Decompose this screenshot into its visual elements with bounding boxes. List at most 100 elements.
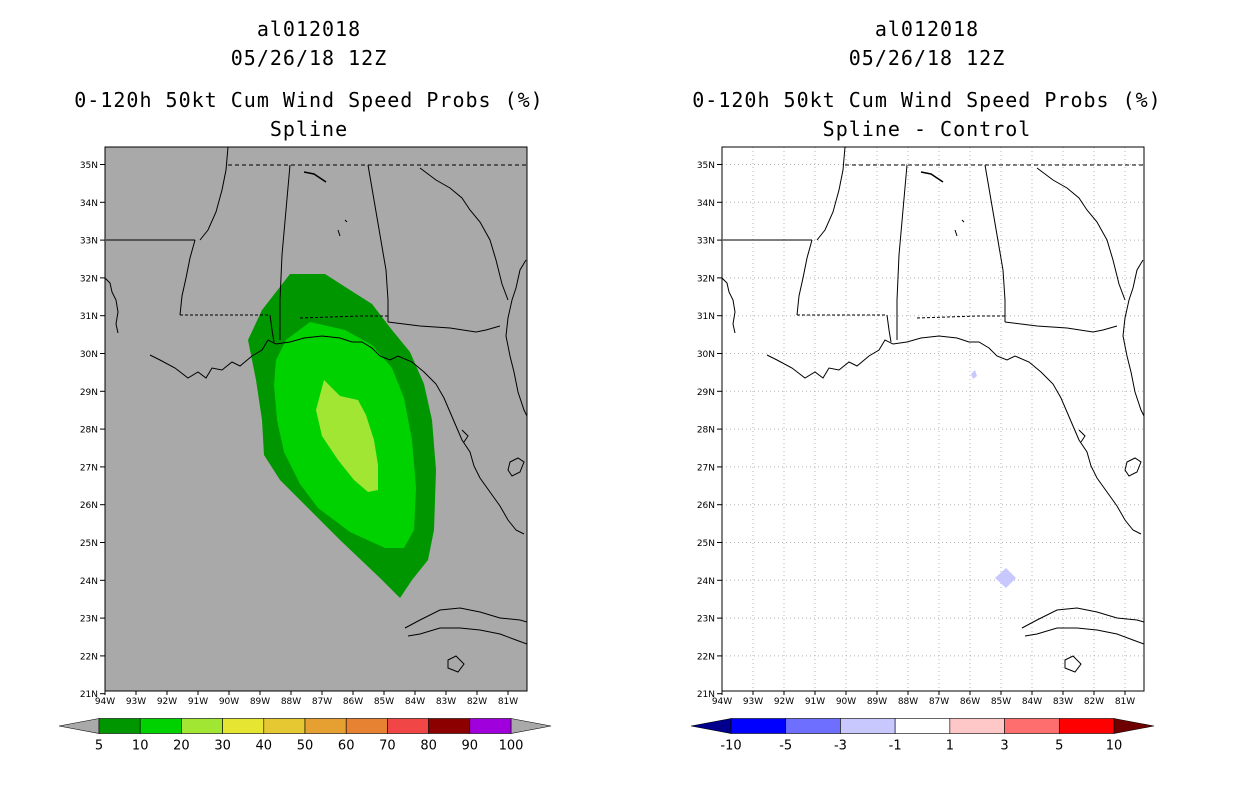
colorbar-swatch <box>263 718 306 734</box>
colorbar-tick-label: 80 <box>420 739 437 754</box>
lon-label: 88W <box>898 697 918 707</box>
colorbar-tick-label: 20 <box>173 739 190 754</box>
lon-label: 84W <box>1022 697 1042 707</box>
right-datetime: 05/26/18 12Z <box>848 46 1006 70</box>
colorbar-swatch <box>1004 718 1060 734</box>
lat-label: 30N <box>697 350 715 360</box>
colorbar-tick-label: 10 <box>132 739 149 754</box>
lat-label: 31N <box>80 312 98 322</box>
lon-label: 92W <box>157 697 177 707</box>
lat-label: 21N <box>80 690 98 700</box>
colorbar-tick-label: 60 <box>338 739 355 754</box>
lon-label: 93W <box>126 697 146 707</box>
colorbar-tick-label: 5 <box>95 739 103 754</box>
lat-label: 33N <box>80 237 98 247</box>
colorbar-swatch <box>730 718 787 734</box>
lon-label: 84W <box>405 697 425 707</box>
left-map-panel: 35N 34N 33N 32N 31N 30N 29N 28N 27N 26N 25N 24N 23N 2… <box>80 146 528 707</box>
left-colorbar: 5 10 20 30 40 50 60 70 80 90 100 <box>58 718 552 754</box>
colorbar-swatch <box>1058 718 1115 734</box>
left-subtitle: Spline <box>269 117 349 141</box>
colorbar-end-left <box>690 718 732 734</box>
right-subtitle: Spline - Control <box>822 117 1032 141</box>
right-product-title: 0-120h 50kt Cum Wind Speed Probs (%) <box>692 88 1162 112</box>
colorbar-tick-label: 5 <box>1055 739 1063 754</box>
colorbar-tick-label: 30 <box>214 739 231 754</box>
colorbar-tick-label: 100 <box>499 739 524 754</box>
right-title-block: al012018 05/26/18 12Z 0-120h 50kt Cum Wi… <box>682 15 1172 144</box>
colorbar-tick-label: -10 <box>720 739 741 754</box>
left-product-title: 0-120h 50kt Cum Wind Speed Probs (%) <box>74 88 544 112</box>
lon-label: 82W <box>1084 697 1104 707</box>
lon-label: 87W <box>312 697 332 707</box>
colorbar-tick-label: 90 <box>462 739 479 754</box>
colorbar-tick-label: 70 <box>379 739 396 754</box>
lon-label: 89W <box>250 697 270 707</box>
right-map-background <box>722 147 1144 691</box>
colorbar-tick-label: 1 <box>946 739 954 754</box>
lon-label: 90W <box>219 697 239 707</box>
lon-label: 85W <box>374 697 394 707</box>
colorbar-end-right <box>510 718 552 734</box>
lat-label: 30N <box>80 350 98 360</box>
prob-contour-20 <box>316 380 378 492</box>
colorbar-swatch <box>428 718 471 734</box>
lat-label: 27N <box>697 463 715 473</box>
lat-label: 32N <box>697 274 715 284</box>
colorbar-tick-label: 3 <box>1000 739 1008 754</box>
lon-label: 86W <box>960 697 980 707</box>
lat-label: 28N <box>80 426 98 436</box>
lon-label: 81W <box>1115 697 1135 707</box>
lon-label: 94W <box>712 697 732 707</box>
lat-label: 24N <box>697 577 715 587</box>
colorbar-tick-label: 10 <box>1106 739 1123 754</box>
lat-label: 24N <box>80 577 98 587</box>
lon-label: 83W <box>436 697 456 707</box>
lat-label: 35N <box>80 161 98 171</box>
lat-label: 23N <box>697 615 715 625</box>
lat-label: 23N <box>80 615 98 625</box>
colorbar-swatch <box>785 718 841 734</box>
lon-label: 91W <box>805 697 825 707</box>
lon-label: 82W <box>467 697 487 707</box>
right-storm-id: al012018 <box>874 17 980 41</box>
left-map-frame <box>104 146 528 692</box>
colorbar-swatch <box>98 718 141 734</box>
left-datetime: 05/26/18 12Z <box>230 46 388 70</box>
left-storm-id: al012018 <box>256 17 362 41</box>
lat-label: 21N <box>697 690 715 700</box>
lon-label: 87W <box>929 697 949 707</box>
lon-label: 93W <box>743 697 763 707</box>
lat-label: 33N <box>697 237 715 247</box>
colorbar-swatch <box>949 718 1005 734</box>
colorbar-swatch <box>222 718 265 734</box>
right-map-panel: 35N 34N 33N 32N 31N 30N 29N 28N 27N 26N 25N 24N 23N 2… <box>697 146 1145 707</box>
colorbar-swatch <box>469 718 512 734</box>
lat-label: 26N <box>80 501 98 511</box>
lon-label: 91W <box>188 697 208 707</box>
lon-label: 90W <box>836 697 856 707</box>
lat-label: 34N <box>80 199 98 209</box>
colorbar-tick-label: 40 <box>256 739 273 754</box>
colorbar-tick-label: -5 <box>779 739 792 754</box>
lat-label: 22N <box>697 652 715 662</box>
colorbar-swatch <box>304 718 347 734</box>
colorbar-swatch <box>181 718 223 734</box>
lon-label: 83W <box>1053 697 1073 707</box>
lon-label: 81W <box>498 697 518 707</box>
colorbar-swatch <box>139 718 182 734</box>
lon-label: 86W <box>343 697 363 707</box>
colorbar-tick-label: 50 <box>297 739 314 754</box>
colorbar-swatch <box>345 718 388 734</box>
lat-label: 35N <box>697 161 715 171</box>
lat-label: 28N <box>697 426 715 436</box>
lat-label: 29N <box>80 388 98 398</box>
lon-label: 88W <box>281 697 301 707</box>
lon-label: 89W <box>867 697 887 707</box>
lat-label: 34N <box>697 199 715 209</box>
colorbar-end-left <box>58 718 100 734</box>
lat-label: 22N <box>80 652 98 662</box>
colorbar-end-right <box>1113 718 1155 734</box>
lat-label: 26N <box>697 501 715 511</box>
